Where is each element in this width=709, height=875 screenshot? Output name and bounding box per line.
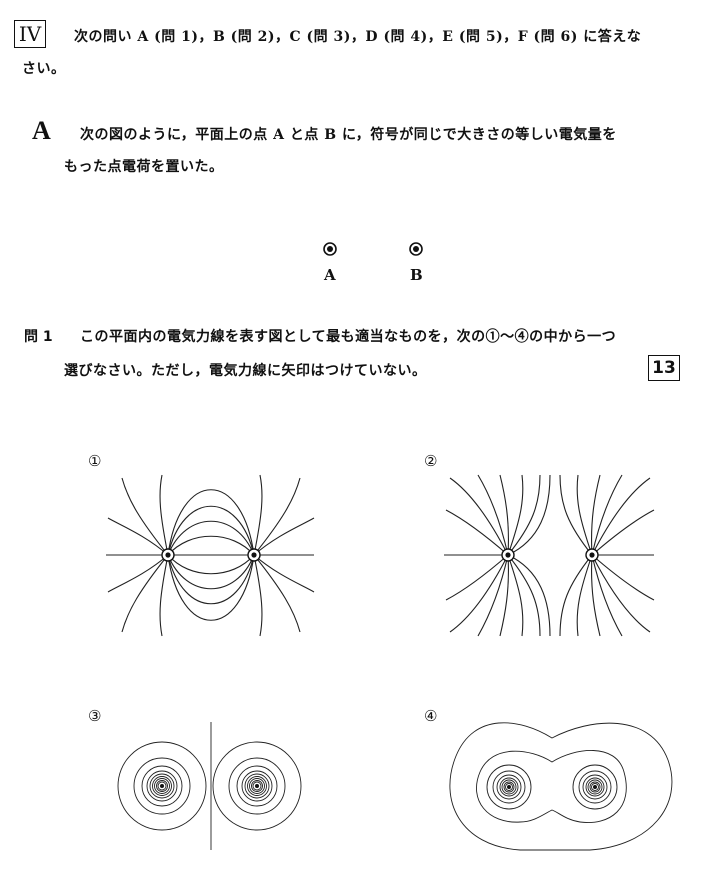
- point-b-label: B: [410, 266, 423, 284]
- diagram-3-charge-left-icon: [160, 784, 164, 788]
- part-a-text-line-2: もった点電荷を置いた。: [64, 159, 224, 175]
- charge-b-icon: [409, 242, 423, 256]
- question-number: 問 1: [24, 329, 53, 345]
- option-4-label: ④: [424, 707, 438, 725]
- point-a-label: A: [324, 266, 336, 284]
- diagram-1-charge-left-icon: [161, 548, 175, 562]
- diagram-2-charge-right-icon: [585, 548, 599, 562]
- diagram-4-charge-right-icon: [593, 785, 597, 789]
- section-roman-numeral: IV: [14, 20, 46, 48]
- diagram-3-charge-right-icon: [255, 784, 259, 788]
- answer-box: 13: [648, 355, 680, 381]
- diagram-4-charge-left-icon: [507, 785, 511, 789]
- part-a-text-line-1: 次の図のように，平面上の点 A と点 B に，符号が同じで大きさの等しい電気量を: [80, 127, 617, 143]
- option-2-label: ②: [424, 452, 438, 470]
- part-a-label: A: [32, 116, 51, 145]
- question-text-line-2: 選びなさい。ただし，電気力線に矢印はつけていない。: [64, 363, 427, 379]
- intro-line-1: 次の問い A (問 1)，B (問 2)，C (問 3)，D (問 4)，E (…: [74, 29, 642, 45]
- question-text-line-1: この平面内の電気力線を表す図として最も適当なものを，次の①～④の中から一つ: [80, 329, 617, 345]
- option-1-label: ①: [88, 452, 102, 470]
- diagram-1-charge-right-icon: [247, 548, 261, 562]
- intro-line-2: さい。: [22, 61, 66, 77]
- diagram-2-charge-left-icon: [501, 548, 515, 562]
- option-3-label: ③: [88, 707, 102, 725]
- charge-a-icon: [323, 242, 337, 256]
